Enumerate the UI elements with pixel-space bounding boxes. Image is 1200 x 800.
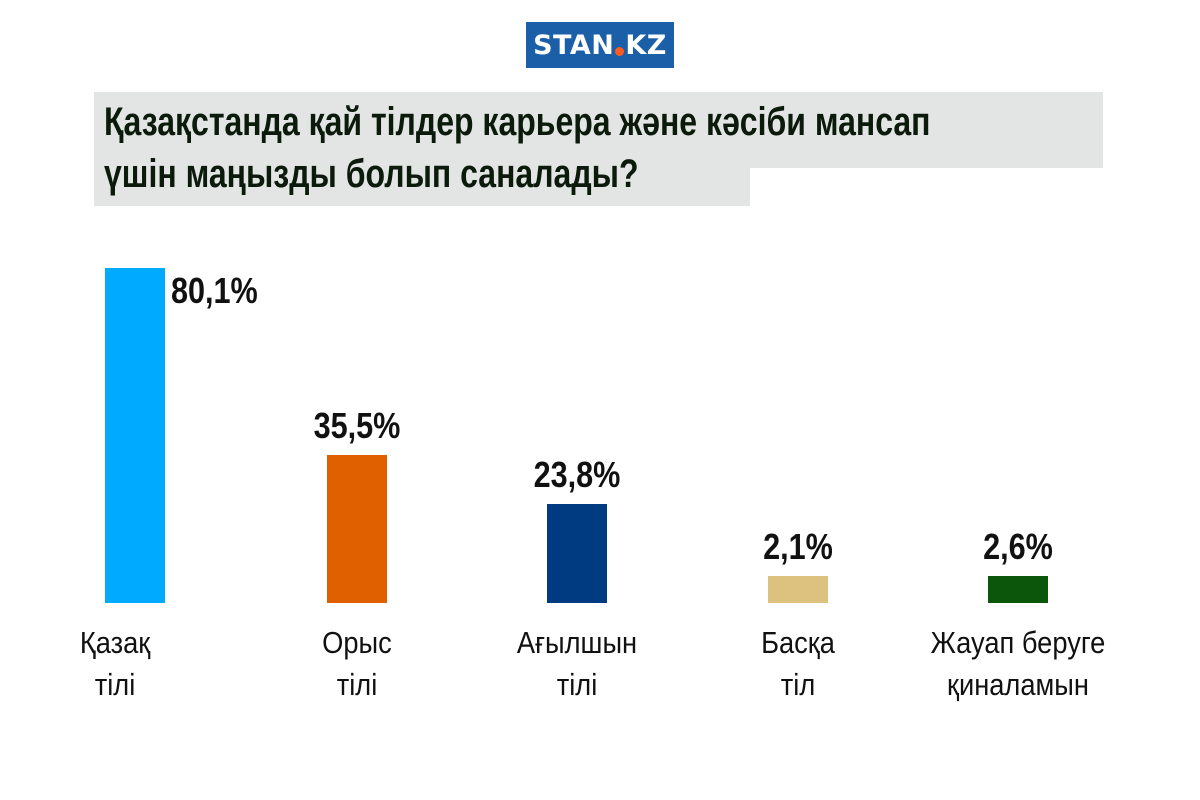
category-label: Қазақ тілі — [79, 625, 151, 702]
category-label: Жауап беруге қиналамын — [930, 625, 1106, 702]
bar-1 — [327, 454, 387, 603]
category-label: Ағылшын тілі — [516, 625, 638, 702]
bar-3 — [768, 576, 828, 603]
value-label: 2,1% — [763, 526, 833, 567]
category-label: Орыс тілі — [322, 625, 392, 702]
value-label: 80,1% — [171, 270, 258, 312]
title-background — [94, 92, 1103, 168]
value-label: 2,6% — [983, 526, 1053, 567]
stan-kz-logo: STAN KZ — [526, 22, 674, 68]
bar-0 — [105, 268, 165, 603]
bar-4 — [988, 576, 1048, 603]
category-label: Басқа тіл — [761, 625, 835, 702]
logo-text-left: STAN — [533, 29, 615, 61]
logo-cursor-dot-icon — [615, 46, 625, 56]
value-label: 35,5% — [313, 404, 401, 446]
title-background-line2 — [94, 168, 750, 206]
bar-2 — [547, 503, 607, 603]
value-label: 23,8% — [533, 453, 621, 495]
logo-text-right: KZ — [625, 29, 667, 61]
chart-title: Қазақстанда қай тілдер карьера және кәсі… — [104, 100, 931, 196]
